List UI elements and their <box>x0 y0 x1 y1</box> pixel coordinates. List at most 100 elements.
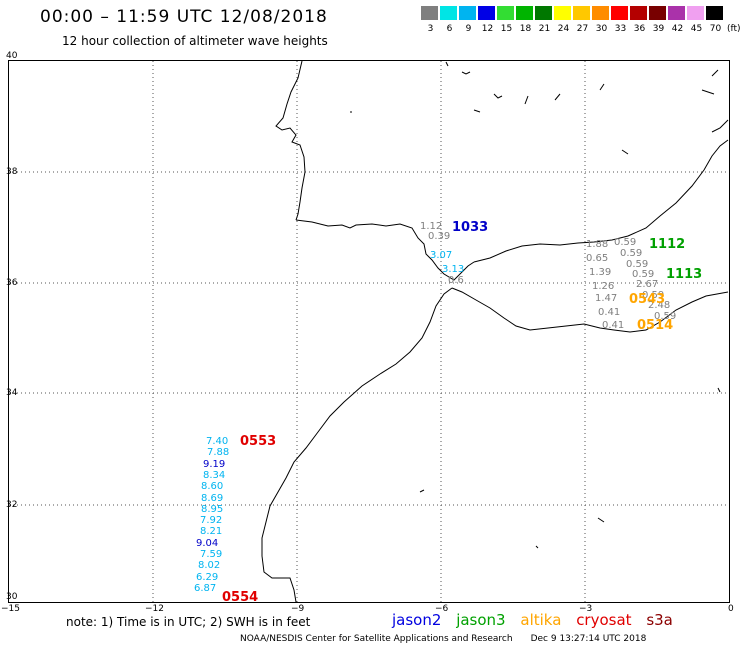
legend-swatch <box>440 6 457 20</box>
lat-label: 32 <box>6 500 18 510</box>
wave-height-value: 7.59 <box>200 549 223 560</box>
wave-height-value: 3.07 <box>430 250 453 261</box>
wave-height-value: 1.26 <box>592 281 615 292</box>
lon-label: −6 <box>435 604 449 614</box>
lon-label: −15 <box>1 604 20 614</box>
wave-height-value: 9.19 <box>203 458 226 470</box>
wave-height-value: 0.59 <box>654 311 677 322</box>
lon-label: −3 <box>579 604 593 614</box>
pass-time-label: 0543 <box>629 292 666 307</box>
satellite-altika: altika <box>520 611 562 629</box>
legend-label: 6 <box>446 24 453 34</box>
wave-height-value: 8.69 <box>201 492 224 504</box>
page-title: 00:00 – 11:59 UTC 12/08/2018 <box>40 7 328 27</box>
pass-time-label: 0553 <box>240 434 277 449</box>
footer-note: note: 1) Time is in UTC; 2) SWH is in fe… <box>66 615 311 629</box>
wave-height-value: 8.34 <box>203 469 226 481</box>
legend-unit: (ft) <box>727 24 740 34</box>
wave-height-value: 6.29 <box>196 571 219 583</box>
wave-height-value: 0.41 <box>598 307 621 318</box>
wave-height-value: 6.87 <box>194 582 217 594</box>
legend-swatch <box>706 6 723 20</box>
lat-label: 36 <box>6 278 18 288</box>
legend-label: 39 <box>652 24 665 34</box>
legend-swatch <box>516 6 533 20</box>
wave-height-value: 0.6 <box>448 275 464 286</box>
legend-swatch <box>459 6 476 20</box>
legend-swatch <box>535 6 552 20</box>
lon-label: −12 <box>145 604 164 614</box>
wave-height-value: 1.12 <box>420 221 443 232</box>
lon-label: −9 <box>291 604 305 614</box>
wave-height-value: 1.47 <box>595 293 618 304</box>
wave-height-value: 0.39 <box>428 231 451 242</box>
pass-time-label: 1033 <box>452 220 489 235</box>
legend-label: 33 <box>614 24 627 34</box>
coastline-morocco-north <box>451 287 729 333</box>
legend-swatch <box>668 6 685 20</box>
wave-height-value: 9.04 <box>196 537 219 549</box>
legend-swatch <box>687 6 704 20</box>
lat-label: 34 <box>6 388 18 398</box>
legend-swatch <box>478 6 495 20</box>
coastline-spain-north <box>445 61 719 113</box>
legend-swatch <box>649 6 666 20</box>
coastline-spain-mediterranean <box>473 139 729 263</box>
legend-swatch <box>592 6 609 20</box>
legend-label: 15 <box>500 24 513 34</box>
legend-label: 3 <box>427 24 434 34</box>
map-frame <box>8 60 730 603</box>
wave-height-value: 3.13 <box>442 264 465 275</box>
wave-height-value: 0.59 <box>632 269 655 280</box>
satellite-s3a: s3a <box>646 611 673 629</box>
legend-swatch <box>554 6 571 20</box>
wave-height-value: 7.92 <box>200 515 223 527</box>
credit-line: NOAA/NESDIS Center for Satellite Applica… <box>240 634 646 644</box>
legend-label: 18 <box>519 24 532 34</box>
coastline-morocco-atlantic <box>261 287 453 603</box>
credit-timestamp: Dec 9 13:27:14 UTC 2018 <box>530 634 647 644</box>
wave-height-value: 0.41 <box>602 320 625 331</box>
legend-label: 30 <box>595 24 608 34</box>
wave-height-value: 0.59 <box>626 259 649 270</box>
satellite-legend: jason2 jason3 altika cryosat s3a <box>392 611 683 629</box>
legend-label: 36 <box>633 24 646 34</box>
pass-time-label: 0554 <box>222 590 259 605</box>
wave-height-value: 1.39 <box>589 267 612 278</box>
lat-label: 40 <box>6 51 18 61</box>
wave-height-value: 8.21 <box>200 526 223 538</box>
legend-swatch <box>573 6 590 20</box>
wave-height-value: 8.95 <box>201 503 224 515</box>
legend-label: 12 <box>481 24 494 34</box>
legend-label: 24 <box>557 24 570 34</box>
legend-label: 9 <box>465 24 472 34</box>
wave-height-value: 8.60 <box>201 481 224 493</box>
legend-swatch <box>421 6 438 20</box>
wave-height-value: 2.48 <box>648 300 671 311</box>
lat-label: 30 <box>6 592 18 602</box>
satellite-jason2: jason2 <box>392 611 442 629</box>
pass-time-label: 1113 <box>666 267 703 282</box>
coastline-gulf-of-cadiz <box>295 219 475 281</box>
legend-swatch <box>497 6 514 20</box>
wave-height-value: 7.88 <box>207 447 230 459</box>
pass-time-label: 1112 <box>649 237 686 252</box>
legend-label: 42 <box>671 24 684 34</box>
islands <box>350 111 721 549</box>
legend-label: 27 <box>576 24 589 34</box>
wave-height-value: 2.67 <box>636 279 659 290</box>
wave-height-value: 0.65 <box>586 253 609 264</box>
lat-label: 38 <box>6 167 18 177</box>
pass-time-label: 0514 <box>637 318 674 333</box>
wave-height-value: 0.59 <box>620 248 643 259</box>
legend-swatch <box>611 6 628 20</box>
legend-swatch <box>630 6 647 20</box>
wave-height-value: 7.40 <box>206 436 229 447</box>
wave-height-value: 1.88 <box>586 239 609 250</box>
satellite-jason3: jason3 <box>456 611 506 629</box>
legend-label: 21 <box>538 24 551 34</box>
wave-height-value: 0.59 <box>642 290 665 301</box>
legend-label: 70 <box>709 24 722 34</box>
coastline-portugal <box>275 60 306 221</box>
